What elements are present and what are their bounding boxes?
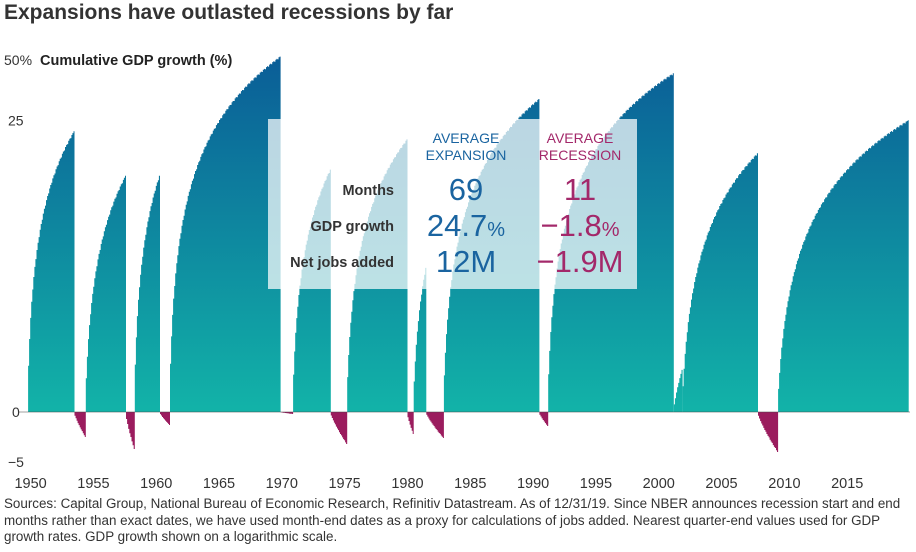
x-tick-label-10: 2000 — [643, 476, 675, 492]
gdp-growth-chart: 50%250−5 Cumulative GDP growth (%) 1950 1… — [4, 52, 910, 492]
expansion-area-6 — [170, 56, 281, 412]
y-axis-label: Cumulative GDP growth (%) — [40, 53, 232, 69]
recession-area-1 — [74, 412, 86, 437]
y-tick-label-1: 25 — [8, 112, 24, 128]
x-tick-label-13: 2015 — [831, 476, 863, 492]
expansion-value-0: 69 — [449, 172, 483, 207]
expansion-area-4 — [134, 175, 160, 412]
x-tick-label-11: 2005 — [705, 476, 737, 492]
x-tick-label-3: 1965 — [203, 476, 235, 492]
x-tick-label-7: 1985 — [454, 476, 486, 492]
recession-area-9 — [330, 412, 348, 444]
expansion-area-2 — [85, 175, 126, 412]
recession-area-7 — [280, 412, 294, 414]
expansion-header-line-0: AVERAGE — [433, 130, 500, 146]
x-tick-label-0: 1950 — [14, 476, 46, 492]
row-label-0: Months — [342, 183, 394, 199]
recession-area-3 — [126, 412, 135, 449]
expansion-area-20 — [778, 120, 909, 413]
recession-area-11 — [407, 412, 414, 434]
x-tick-label-6: 1980 — [391, 476, 423, 492]
x-tick-label-12: 2010 — [768, 476, 800, 492]
expansion-area-18 — [682, 153, 758, 412]
annotation-box-background — [268, 119, 637, 289]
x-tick-label-2: 1960 — [140, 476, 172, 492]
recession-value-suffix-1: % — [602, 219, 620, 241]
y-tick-label-0: 50% — [4, 52, 32, 68]
recession-header-line-1: RECESSION — [539, 147, 621, 163]
expansion-value-suffix-1: % — [487, 219, 505, 241]
x-tick-label-4: 1970 — [266, 476, 298, 492]
expansion-header-line-1: EXPANSION — [426, 147, 507, 163]
x-axis-ticks: 1950 1955 1960 1965 1970 1975 1980 1985 1990 1995… — [14, 476, 863, 492]
expansion-area-17 — [673, 369, 683, 412]
x-tick-label-5: 1975 — [328, 476, 360, 492]
x-tick-label-8: 1990 — [517, 476, 549, 492]
footnote-sources: Sources: Capital Group, National Bureau … — [4, 496, 901, 544]
recession-area-5 — [160, 412, 170, 425]
row-label-2: Net jobs added — [290, 255, 394, 271]
expansion-area-12 — [413, 267, 427, 412]
expansion-area-0 — [28, 131, 75, 413]
y-axis-ticks: 50% 25 0 −5 — [4, 52, 32, 470]
y-tick-label-2: 0 — [12, 404, 20, 420]
recession-area-13 — [426, 412, 444, 438]
row-label-1: GDP growth — [310, 219, 394, 235]
recession-area-15 — [539, 412, 549, 426]
x-tick-label-1: 1955 — [77, 476, 109, 492]
recession-value-0: 11 — [564, 172, 596, 207]
recession-header-line-0: AVERAGE — [547, 130, 614, 146]
chart-title: Expansions have outlasted recessions by … — [4, 1, 454, 24]
recession-area-19 — [758, 412, 779, 452]
expansion-value-2: 12M — [436, 244, 496, 279]
x-tick-label-9: 1995 — [580, 476, 612, 492]
recession-value-2: −1.9M — [536, 244, 623, 279]
y-tick-label-3: −5 — [8, 454, 24, 470]
